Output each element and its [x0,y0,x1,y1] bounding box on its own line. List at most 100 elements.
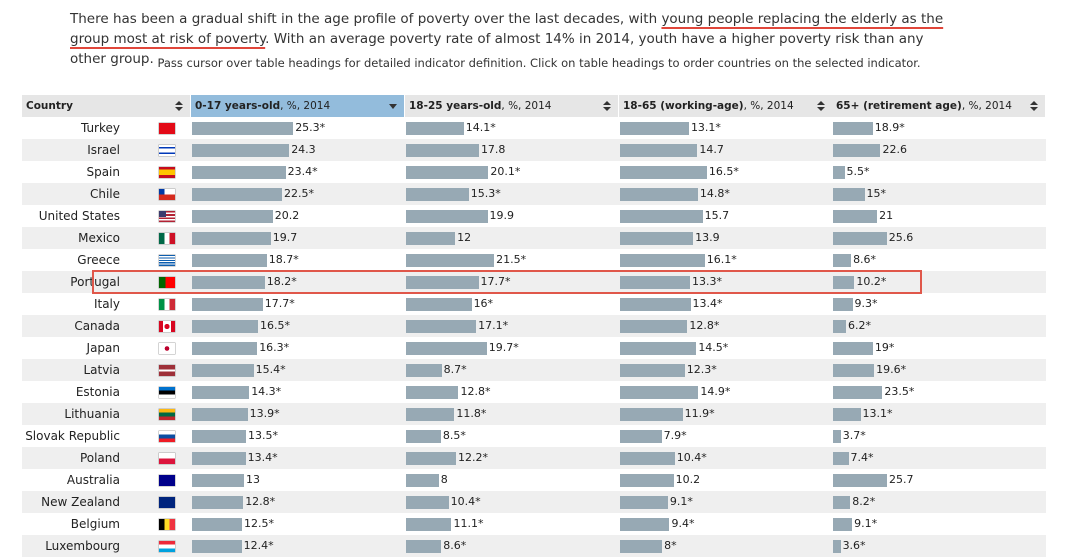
column-header[interactable]: 18-25 years-old, %, 2014 [405,95,618,117]
value-label: 16* [473,297,494,310]
bar [406,232,456,245]
bar [406,342,487,355]
value-label: 8.6* [443,539,467,552]
value-label: 17.7* [264,297,295,310]
column-header[interactable]: Country [22,95,190,117]
value-label: 18.9* [874,121,905,134]
bar [620,474,674,487]
flag [159,519,175,530]
bar [406,254,495,267]
sort-icon[interactable] [816,95,826,117]
value-label: 20.2 [274,209,300,222]
header-text: Country [26,100,73,112]
value-label: 8* [664,539,677,552]
value-label: 15.3* [470,187,501,200]
column-header[interactable]: 0-17 years-old, %, 2014 [191,95,404,117]
bar [833,386,883,399]
value-label: 9.3* [854,297,878,310]
bar [192,166,286,179]
bar [833,276,855,289]
header-label: 0-17 years-old [195,100,281,112]
column-header[interactable]: 18-65 (working-age), %, 2014 [619,95,832,117]
bar [620,232,694,245]
table-row: Slovak Republic 13.5* 8.5* 7.9* 3.7* [22,425,1046,447]
flag [159,189,175,200]
value-label: 12.8* [245,495,276,508]
bar [620,386,699,399]
bar [620,298,691,311]
value-label: 17.1* [478,319,509,332]
bar [620,276,690,289]
value-label: 13.4* [692,297,723,310]
value-label: 25.6 [888,231,914,244]
value-label: 14.5* [698,341,729,354]
flag [159,211,175,222]
table-row: Portugal 18.2* 17.7* 13.3* 10.2* [22,271,1046,293]
table-row: Luxembourg 12.4* 8.6* 8* 3.6* [22,535,1046,557]
country-name: Chile [89,187,120,201]
value-label: 18.2* [266,275,297,288]
value-label: 13.9* [249,407,280,420]
value-label: 14.7 [699,143,724,156]
value-label: 5.5* [846,165,870,178]
value-label: 25.3* [295,121,326,134]
value-label: 10.4* [676,451,707,464]
bar [833,232,887,245]
bar [620,540,663,553]
flag [159,409,175,420]
country-name: Slovak Republic [25,429,120,443]
bar [406,474,439,487]
bar [833,408,861,421]
bar [406,452,456,465]
bar [620,518,670,531]
bar [406,276,479,289]
bar [406,122,464,135]
highlight-box [92,270,922,294]
value-label: 22.5* [284,187,314,200]
flag [159,453,175,464]
value-label: 12.8* [460,385,491,398]
value-label: 22.6 [882,143,907,156]
bar [192,342,258,355]
bar [620,364,685,377]
bar [833,452,849,465]
sort-icon[interactable] [602,95,612,117]
value-label: 21 [879,209,894,222]
value-label: 14.1* [465,121,496,134]
value-label: 12.3* [686,363,717,376]
bar [406,408,455,421]
value-label: 9.1* [669,495,693,508]
flag [159,123,175,134]
country-name: Poland [79,451,120,465]
value-label: 17.7* [480,275,511,288]
bar [620,430,662,443]
value-label: 12.8* [689,319,720,332]
bar [192,430,246,443]
bar [833,474,887,487]
header-unit: , %, 2014 [280,100,331,112]
value-label: 8.5* [442,429,466,442]
sort-icon[interactable] [1029,95,1039,117]
flag [159,387,175,398]
flag [159,497,175,508]
country-name: Israel [87,143,120,157]
value-label: 13.9 [695,231,720,244]
value-label: 24.3 [291,143,316,156]
table-row: Turkey 25.3* 14.1* 13.1* 18.9* [22,117,1046,139]
value-label: 16.1* [706,253,737,266]
sort-icon[interactable] [174,95,184,117]
table-row: Israel 24.3 17.8 14.7 22.6 [22,139,1046,161]
bar [406,496,449,509]
flag [159,431,175,442]
flag [159,299,175,310]
column-header[interactable]: 65+ (retirement age), %, 2014 [832,95,1045,117]
value-label: 8.2* [852,495,876,508]
flag [159,475,175,486]
value-label: 12.5* [244,517,274,530]
flag [159,145,175,156]
country-name: Canada [74,319,120,333]
country-name: Portugal [70,275,120,289]
bar [406,166,489,179]
bar [620,342,697,355]
sort-icon[interactable] [388,95,398,117]
